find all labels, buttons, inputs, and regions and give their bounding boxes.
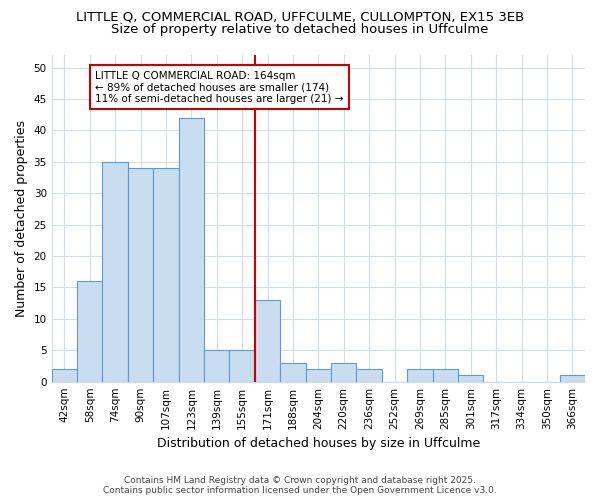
Bar	[305, 369, 331, 382]
Bar	[433, 369, 458, 382]
Bar	[255, 300, 280, 382]
Text: LITTLE Q, COMMERCIAL ROAD, UFFCULME, CULLOMPTON, EX15 3EB: LITTLE Q, COMMERCIAL ROAD, UFFCULME, CUL…	[76, 10, 524, 23]
Bar	[52, 369, 77, 382]
X-axis label: Distribution of detached houses by size in Uffculme: Distribution of detached houses by size …	[157, 437, 480, 450]
Text: LITTLE Q COMMERCIAL ROAD: 164sqm
← 89% of detached houses are smaller (174)
11% : LITTLE Q COMMERCIAL ROAD: 164sqm ← 89% o…	[95, 70, 343, 104]
Text: Contains HM Land Registry data © Crown copyright and database right 2025.
Contai: Contains HM Land Registry data © Crown c…	[103, 476, 497, 495]
Bar	[179, 118, 204, 382]
Bar	[77, 281, 103, 382]
Bar	[204, 350, 229, 382]
Bar	[128, 168, 153, 382]
Bar	[280, 363, 305, 382]
Bar	[458, 376, 484, 382]
Bar	[356, 369, 382, 382]
Bar	[103, 162, 128, 382]
Bar	[229, 350, 255, 382]
Y-axis label: Number of detached properties: Number of detached properties	[15, 120, 28, 317]
Bar	[331, 363, 356, 382]
Text: Size of property relative to detached houses in Uffculme: Size of property relative to detached ho…	[112, 22, 488, 36]
Bar	[560, 376, 585, 382]
Bar	[153, 168, 179, 382]
Bar	[407, 369, 433, 382]
